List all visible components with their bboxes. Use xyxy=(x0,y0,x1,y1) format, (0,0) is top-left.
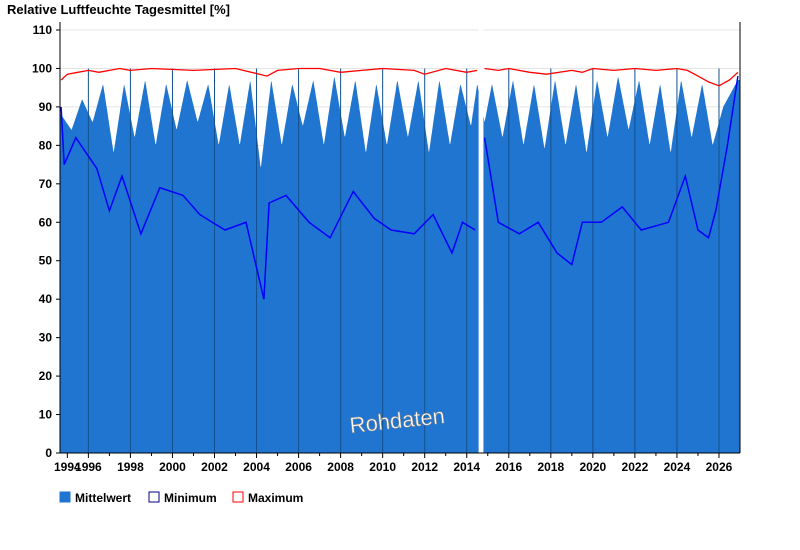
maximum-line-segment-2 xyxy=(484,67,739,87)
chart-title: Relative Luftfeuchte Tagesmittel [%] xyxy=(7,2,230,17)
y-tick-label-0: 0 xyxy=(45,446,52,460)
mean-area-segment-1 xyxy=(60,77,479,454)
x-tick-label-1994: 1994 xyxy=(54,460,81,474)
legend-label-1: Mittelwert xyxy=(75,491,131,505)
y-tick-label-100: 100 xyxy=(32,61,52,75)
y-tick-label-70: 70 xyxy=(39,177,53,191)
y-tick-label-20: 20 xyxy=(39,369,53,383)
y-tick-label-80: 80 xyxy=(39,138,53,152)
mean-area-segment-2 xyxy=(483,77,740,453)
y-tick-label-50: 50 xyxy=(39,254,53,268)
x-tick-label-1996: 1996 xyxy=(75,460,102,474)
x-tick-label-2018: 2018 xyxy=(537,460,564,474)
axes xyxy=(59,22,741,454)
x-tick-label-1998: 1998 xyxy=(117,460,144,474)
x-tick-label-2000: 2000 xyxy=(159,460,186,474)
maximum-line xyxy=(60,67,739,87)
legend-swatch-2 xyxy=(148,491,160,503)
legend-label-2: Minimum xyxy=(164,491,217,505)
mean-area xyxy=(60,77,740,454)
x-tick-label-2016: 2016 xyxy=(495,460,522,474)
data-gap-band xyxy=(478,28,484,453)
x-tick-label-2026: 2026 xyxy=(706,460,733,474)
x-tick-label-2020: 2020 xyxy=(580,460,607,474)
y-tick-label-90: 90 xyxy=(39,100,53,114)
y-tick-label-60: 60 xyxy=(39,215,53,229)
y-tick-label-30: 30 xyxy=(39,331,53,345)
legend-label-3: Maximum xyxy=(248,491,303,505)
minimum-line xyxy=(60,75,739,300)
x-tick-label-2008: 2008 xyxy=(327,460,354,474)
x-tick-label-2014: 2014 xyxy=(453,460,480,474)
minimum-line-segment-1 xyxy=(60,106,476,300)
x-tick-label-2022: 2022 xyxy=(622,460,649,474)
x-tick-label-2004: 2004 xyxy=(243,460,270,474)
x-tick-label-2012: 2012 xyxy=(411,460,438,474)
y-tick-label-40: 40 xyxy=(39,292,53,306)
maximum-line-segment-1 xyxy=(60,67,478,81)
y-tick-label-10: 10 xyxy=(39,408,53,422)
x-tick-label-2006: 2006 xyxy=(285,460,312,474)
year-lines xyxy=(87,68,720,453)
data-gap xyxy=(478,28,484,453)
legend: Mittelwert Minimum Maximum xyxy=(59,491,303,505)
x-tick-label-2010: 2010 xyxy=(369,460,396,474)
y-tick-label-110: 110 xyxy=(33,23,53,37)
x-tick-label-2002: 2002 xyxy=(201,460,228,474)
legend-swatch-1 xyxy=(59,491,71,503)
minimum-line-segment-2 xyxy=(483,75,739,266)
y-axis-ticks: 0 10 20 30 40 50 60 70 80 90 100 110 xyxy=(32,23,60,460)
x-tick-label-2024: 2024 xyxy=(664,460,691,474)
legend-swatch-3 xyxy=(232,491,244,503)
